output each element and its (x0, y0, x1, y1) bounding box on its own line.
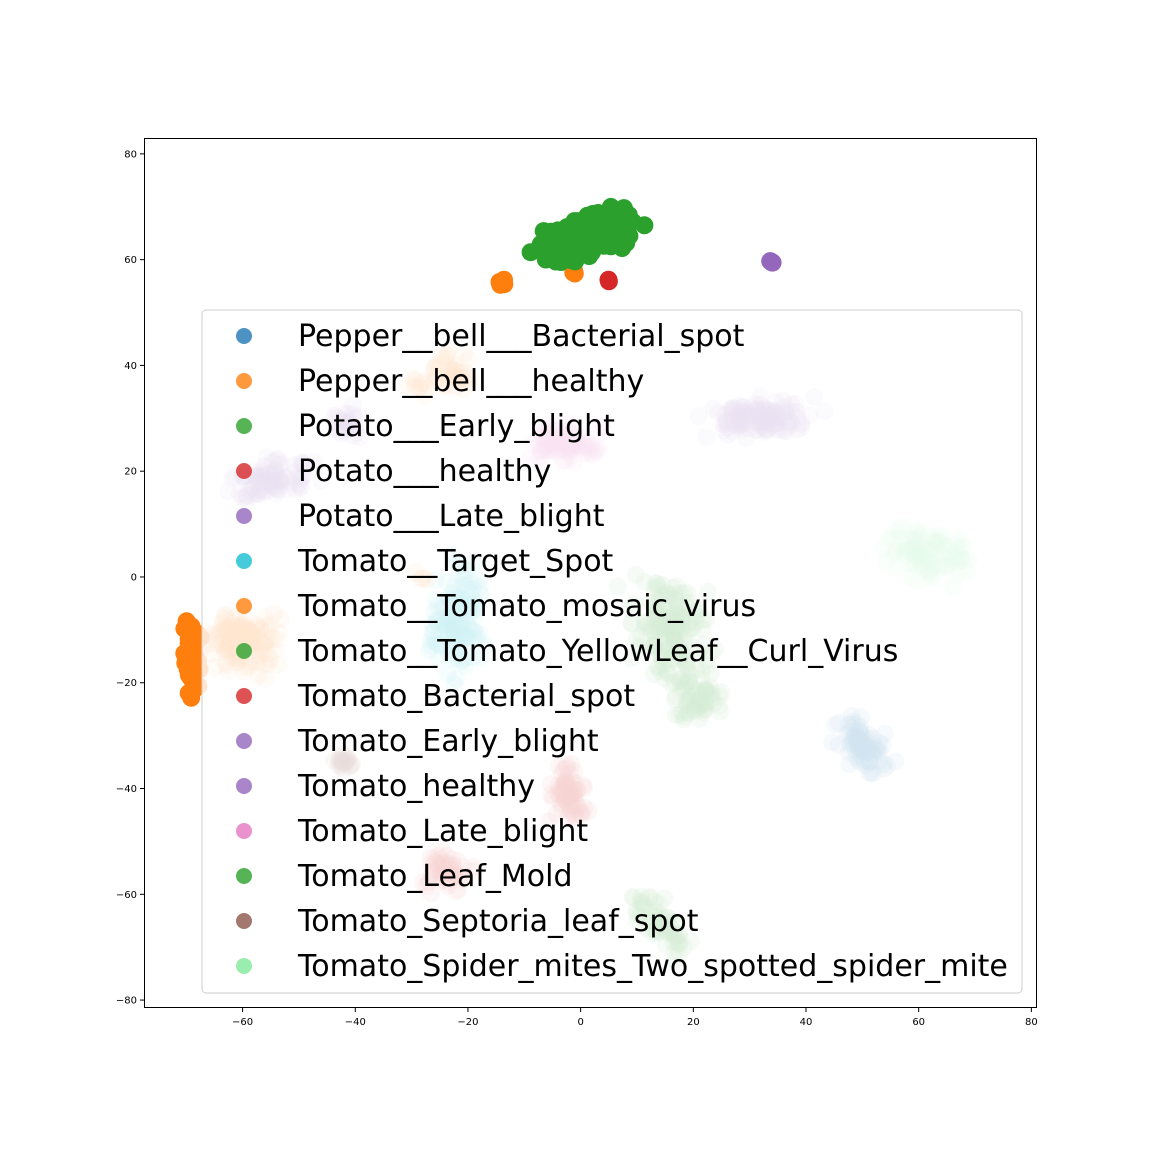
cluster-1-0 (175, 612, 210, 707)
data-point (531, 235, 550, 254)
legend-label: Tomato_Septoria_leaf_spot (297, 904, 699, 939)
legend-marker (236, 418, 252, 434)
legend-marker (236, 373, 252, 389)
data-point (573, 217, 592, 235)
data-point (491, 275, 510, 294)
x-tick-label: 0 (577, 1017, 583, 1028)
legend-marker (236, 823, 252, 839)
legend-marker (236, 958, 252, 974)
x-tick-label: 60 (912, 1017, 925, 1028)
legend-label: Pepper__bell___Bacterial_spot (298, 319, 745, 354)
legend-marker (236, 643, 252, 659)
x-tick-label: 40 (800, 1017, 813, 1028)
cluster-2-0 (521, 197, 654, 271)
data-point (599, 270, 618, 289)
legend-label: Potato___healthy (298, 454, 551, 489)
legend-label: Potato___Early_blight (298, 409, 615, 444)
data-point (563, 236, 582, 255)
legend-marker (236, 868, 252, 884)
legend-marker (236, 328, 252, 344)
x-tick-label: 20 (687, 1017, 700, 1028)
y-tick-label: −20 (116, 678, 137, 689)
legend-marker (236, 688, 252, 704)
cluster-3-0 (599, 270, 618, 291)
data-point (763, 253, 782, 272)
legend-label: Tomato_Bacterial_spot (297, 679, 635, 714)
legend-marker (236, 508, 252, 524)
legend: Pepper__bell___Bacterial_spot Pepper__bel… (201, 309, 1023, 994)
legend-marker (236, 913, 252, 929)
y-tick-label: 40 (124, 361, 137, 372)
y-axis-ticks: 80 60 40 20 0 −20 −40 −60 −80 (116, 149, 144, 1007)
y-tick-label: −40 (116, 784, 137, 795)
legend-marker (236, 553, 252, 569)
data-point (635, 216, 654, 235)
y-tick-label: 60 (124, 255, 137, 266)
data-point (179, 630, 198, 649)
x-tick-label: −40 (345, 1017, 366, 1028)
legend-label: Tomato__Tomato_mosaic_virus (297, 589, 756, 624)
y-tick-label: 80 (124, 149, 137, 160)
legend-label: Tomato_healthy (297, 769, 535, 804)
data-point (180, 667, 199, 686)
cluster-1-3 (490, 270, 514, 294)
legend-marker (236, 463, 252, 479)
legend-label: Pepper__bell___healthy (298, 364, 644, 399)
plot-frame (144, 138, 1037, 1008)
cluster-4-0 (761, 252, 782, 272)
legend-marker (236, 778, 252, 794)
data-point (180, 646, 199, 665)
y-tick-label: −60 (116, 890, 137, 901)
legend-box (201, 309, 1023, 994)
legend-label: Tomato__Target_Spot (297, 544, 614, 579)
x-tick-label: −60 (232, 1017, 253, 1028)
y-tick-label: −80 (116, 996, 137, 1007)
legend-marker (236, 733, 252, 749)
y-tick-label: 0 (131, 572, 137, 583)
legend-marker (236, 598, 252, 614)
x-tick-label: 80 (1025, 1017, 1038, 1028)
legend-label: Tomato_Late_blight (297, 814, 588, 849)
legend-label: Tomato_Early_blight (297, 724, 599, 759)
x-axis-ticks: −60 −40 −20 0 20 40 60 80 (232, 1008, 1038, 1028)
legend-label: Tomato_Spider_mites_Two_spotted_spider_m… (297, 949, 1008, 984)
x-tick-label: −20 (457, 1017, 478, 1028)
y-tick-label: 20 (124, 467, 137, 478)
data-point (608, 220, 627, 239)
legend-label: Potato___Late_blight (298, 499, 605, 534)
legend-label: Tomato__Tomato_YellowLeaf__Curl_Virus (297, 634, 898, 669)
legend-label: Tomato_Leaf_Mold (297, 859, 573, 894)
